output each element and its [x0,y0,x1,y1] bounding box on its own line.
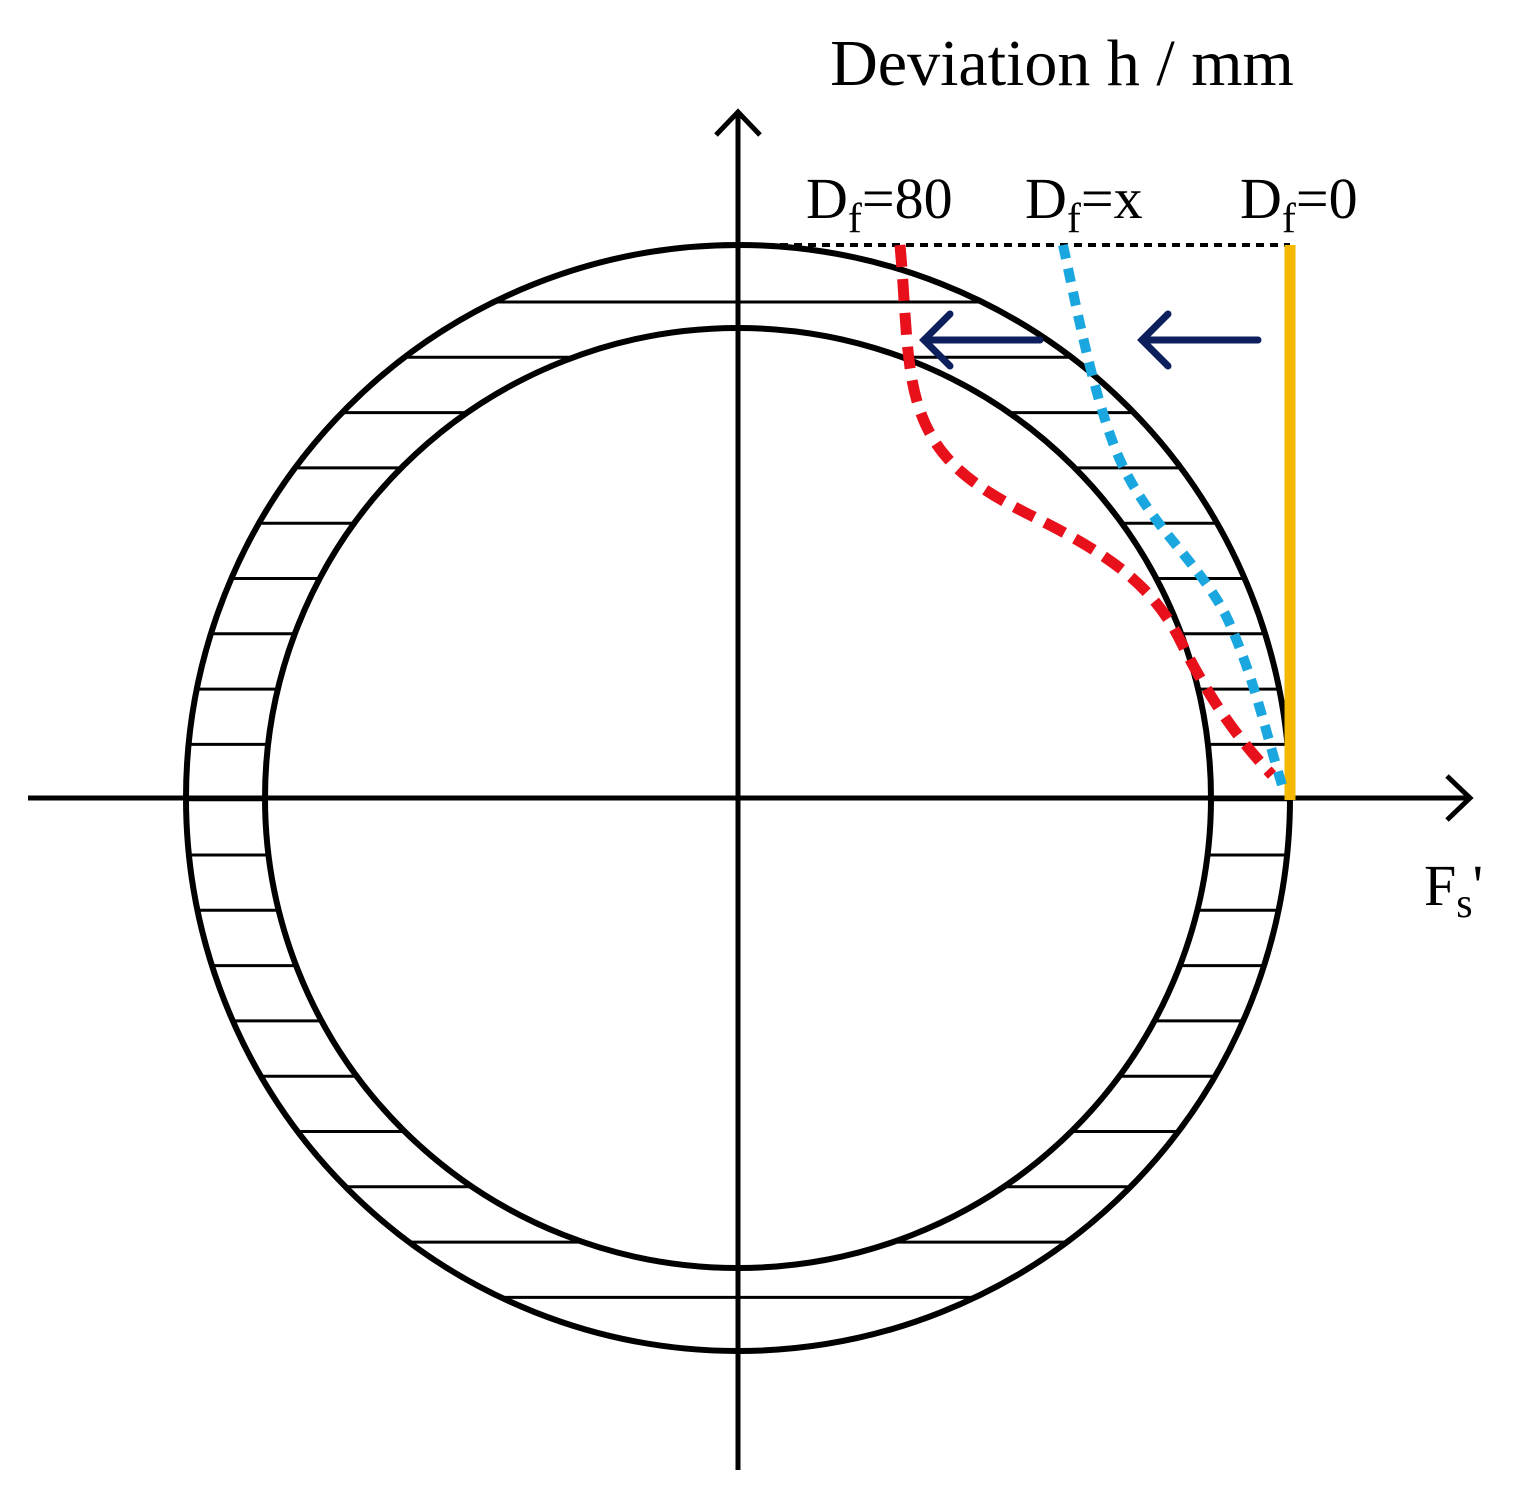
curve-label: Df=x [1025,166,1143,242]
label-rest: ' [1473,853,1483,918]
arrowhead [919,310,954,370]
label-sub: f [1067,196,1081,242]
label-sub: f [1282,196,1296,242]
curve-label: Df=80 [806,166,953,242]
label-main: D [1025,166,1067,231]
arrowhead [1137,310,1172,370]
curve-dfx [1058,243,1287,787]
label-sub: f [848,196,862,242]
label-sub: s [1456,881,1472,927]
label-main: D [1240,166,1282,231]
x-axis-label: Fs' [1424,853,1483,927]
curve-label: Df=0 [1240,166,1358,242]
x-arrowhead [1445,774,1474,822]
label-rest: =80 [862,166,953,231]
label-main: D [806,166,848,231]
label-rest: =0 [1296,166,1358,231]
y-axis-label: Deviation h / mm [830,27,1294,100]
label-rest: =x [1081,166,1143,231]
arrows [919,310,1262,370]
axes [28,108,1474,1470]
y-arrowhead [714,108,762,137]
label-main: F [1424,853,1456,918]
curve-df80 [894,244,1277,779]
